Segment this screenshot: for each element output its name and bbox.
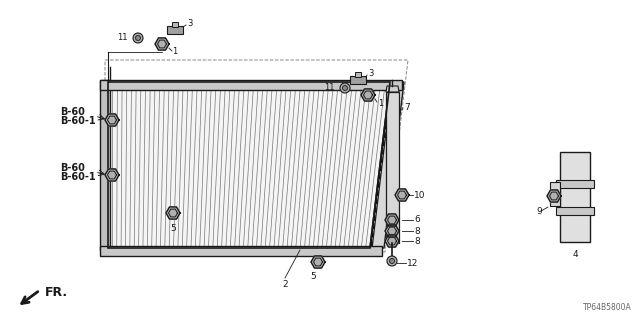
Bar bbox=[550, 182, 560, 206]
Text: 3: 3 bbox=[187, 19, 193, 28]
Text: 9: 9 bbox=[536, 207, 542, 217]
Bar bbox=[350, 76, 366, 84]
Text: 8: 8 bbox=[414, 236, 420, 246]
Bar bbox=[167, 26, 183, 34]
Text: 11: 11 bbox=[324, 83, 335, 92]
Text: B-60: B-60 bbox=[60, 163, 85, 173]
Polygon shape bbox=[361, 89, 375, 101]
Circle shape bbox=[340, 83, 350, 93]
Polygon shape bbox=[100, 80, 110, 250]
Circle shape bbox=[390, 258, 394, 263]
Text: 7: 7 bbox=[404, 102, 410, 112]
Text: 6: 6 bbox=[414, 216, 420, 225]
Text: 5: 5 bbox=[310, 272, 316, 281]
Text: 10: 10 bbox=[414, 190, 426, 199]
Polygon shape bbox=[155, 38, 169, 50]
Bar bbox=[172, 22, 178, 27]
Polygon shape bbox=[105, 169, 119, 181]
Circle shape bbox=[342, 85, 348, 91]
Polygon shape bbox=[372, 82, 404, 248]
Polygon shape bbox=[385, 214, 399, 226]
Text: 5: 5 bbox=[170, 224, 176, 233]
Text: 11: 11 bbox=[118, 33, 128, 42]
Bar bbox=[556, 180, 594, 188]
Polygon shape bbox=[395, 189, 409, 201]
Text: TP64B5800A: TP64B5800A bbox=[583, 303, 632, 312]
Polygon shape bbox=[100, 246, 382, 256]
Text: 4: 4 bbox=[572, 250, 578, 259]
Text: 1: 1 bbox=[172, 48, 177, 56]
Text: 3: 3 bbox=[368, 70, 373, 78]
Text: 2: 2 bbox=[282, 280, 288, 289]
Text: FR.: FR. bbox=[45, 286, 68, 300]
PathPatch shape bbox=[108, 82, 390, 248]
Polygon shape bbox=[385, 235, 399, 247]
Bar bbox=[556, 207, 594, 215]
Text: 1: 1 bbox=[378, 99, 383, 108]
Polygon shape bbox=[100, 80, 402, 90]
Bar bbox=[355, 72, 361, 77]
Polygon shape bbox=[105, 114, 119, 126]
Text: 8: 8 bbox=[414, 226, 420, 235]
Text: 12: 12 bbox=[407, 258, 419, 268]
Polygon shape bbox=[385, 225, 399, 237]
Circle shape bbox=[387, 256, 397, 266]
Polygon shape bbox=[108, 82, 390, 248]
Circle shape bbox=[136, 35, 141, 41]
Text: B-60-1: B-60-1 bbox=[60, 116, 95, 126]
Polygon shape bbox=[311, 256, 325, 268]
Circle shape bbox=[133, 33, 143, 43]
Polygon shape bbox=[386, 86, 399, 92]
Polygon shape bbox=[547, 190, 561, 202]
Bar bbox=[386, 92, 399, 243]
Bar bbox=[560, 152, 590, 242]
Polygon shape bbox=[166, 207, 180, 219]
Text: B-60: B-60 bbox=[60, 107, 85, 117]
Text: B-60-1: B-60-1 bbox=[60, 172, 95, 182]
